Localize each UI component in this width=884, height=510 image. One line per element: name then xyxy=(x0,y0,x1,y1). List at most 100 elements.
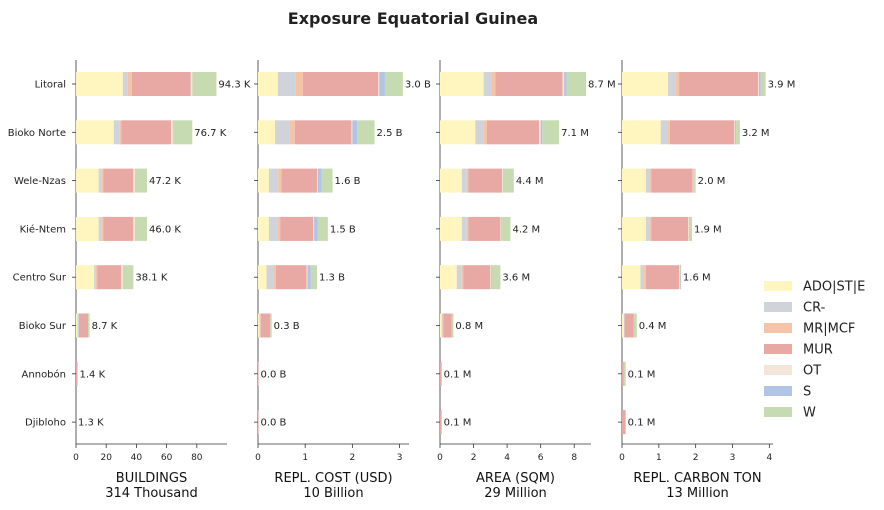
bar-segment-bioko-sur-w xyxy=(270,313,272,338)
bar-segment-annobon-mur xyxy=(258,361,259,386)
bar-total-label: 0.1 M xyxy=(628,369,656,380)
bar-segment-centro-sur-w xyxy=(680,265,682,290)
bar-total-label: 1.3 K xyxy=(78,418,104,429)
bar-segment-litoral-mr-mcf xyxy=(295,72,303,96)
x-tick-label: 0 xyxy=(619,453,625,463)
bar-segment-bioko-sur-mur xyxy=(79,313,89,338)
bar-segment-bioko-norte-mur xyxy=(294,120,352,145)
bar-segment-kie-ntem-w xyxy=(134,216,147,241)
bar-segment-bioko-norte-mr-mcf xyxy=(290,120,295,145)
bar-segment-litoral-cr xyxy=(483,72,493,96)
bar-segment-bioko-sur-w xyxy=(451,313,454,338)
bar-total-label: 76.7 K xyxy=(194,128,226,139)
bar-segment-kie-ntem-ot xyxy=(313,216,315,241)
legend-item-s: S xyxy=(764,385,811,400)
bar-segment-wele-nzas-w xyxy=(694,168,696,193)
bar-total-label: 8.7 K xyxy=(92,321,118,332)
bar-segment-bioko-norte-ot xyxy=(734,120,736,145)
x-tick-label: 0 xyxy=(73,453,79,463)
x-tick-label: 20 xyxy=(100,453,112,463)
bar-segment-wele-nzas-mr-mcf xyxy=(649,168,652,193)
bar-segment-centro-sur-mur xyxy=(275,265,307,290)
bar-segment-litoral-ot xyxy=(190,72,193,96)
bar-total-label: 8.7 M xyxy=(588,80,616,91)
bar-segment-kie-ntem-w xyxy=(502,216,511,241)
bar-segment-litoral-s xyxy=(379,72,385,96)
bar-segment-bioko-sur-mr-mcf xyxy=(442,313,444,338)
bar-segment-litoral-s xyxy=(564,72,567,96)
x-tick-label: 0 xyxy=(437,453,443,463)
panel-area-sqm: 0 2 4 6 8 AREA (SQM)29 Million 8.7 M 7.1 M 4.4 M… xyxy=(436,60,616,501)
bar-segment-litoral-mr-mcf xyxy=(492,72,496,96)
bar-segment-litoral-mur xyxy=(495,72,563,96)
bar-total-label: 94.3 K xyxy=(218,80,250,91)
x-tick-label: 40 xyxy=(131,453,143,463)
bar-segment-bioko-norte-cr xyxy=(113,120,120,145)
bar-segment-centro-sur-mr-mcf xyxy=(644,265,646,290)
bar-segment-centro-sur-ado-st-e xyxy=(440,265,457,290)
bar-segment-litoral-w xyxy=(192,72,217,96)
bar-segment-bioko-norte-mr-mcf xyxy=(119,120,122,145)
bar-segment-wele-nzas-ot xyxy=(502,168,503,193)
bar-segment-bioko-sur-mr-mcf xyxy=(260,313,261,338)
bar-segment-wele-nzas-ot xyxy=(316,168,318,193)
bar-segment-bioko-sur-ado-st-e xyxy=(76,313,78,338)
bar-segment-bioko-norte-ot xyxy=(171,120,173,145)
bar-segment-kie-ntem-s xyxy=(689,216,690,241)
bar-total-label: 1.3 B xyxy=(319,273,345,284)
bar-segment-wele-nzas-s xyxy=(317,168,322,193)
bar-segment-wele-nzas-mur xyxy=(281,168,317,193)
bar-segment-kie-ntem-mr-mcf xyxy=(466,216,469,241)
x-axis-title: AREA (SQM) xyxy=(476,471,555,486)
bar-segment-centro-sur-w xyxy=(310,265,317,290)
bar-segment-bioko-norte-mr-mcf xyxy=(668,120,670,145)
bar-segment-centro-sur-cr xyxy=(456,265,462,290)
bar-segment-kie-ntem-mur xyxy=(103,216,134,241)
bar-segment-bioko-sur-cr xyxy=(259,313,261,338)
bar-segment-kie-ntem-mur xyxy=(468,216,501,241)
bar-segment-wele-nzas-ot xyxy=(133,168,135,193)
bar-segment-centro-sur-s xyxy=(307,265,311,290)
bar-segment-wele-nzas-mur xyxy=(103,168,134,193)
bar-total-label: 1.4 K xyxy=(80,369,106,380)
x-tick-label: 4 xyxy=(766,453,772,463)
x-tick-label: 3 xyxy=(730,453,736,463)
bar-segment-kie-ntem-ado-st-e xyxy=(622,216,646,241)
bar-total-label: 0.3 B xyxy=(274,321,300,332)
bar-segment-wele-nzas-cr xyxy=(461,168,467,193)
bar-segment-bioko-sur-w xyxy=(633,313,637,338)
bar-segment-centro-sur-mr-mcf xyxy=(95,265,98,290)
bar-segment-bioko-norte-cr xyxy=(274,120,291,145)
bar-segment-kie-ntem-ado-st-e xyxy=(258,216,269,241)
bar-segment-bioko-sur-w xyxy=(88,313,90,338)
legend-item-ot: OT xyxy=(764,364,821,379)
bar-total-label: 0.8 M xyxy=(455,321,483,332)
legend-label: MR|MCF xyxy=(803,322,855,337)
bar-total-label: 0.0 B xyxy=(260,418,286,429)
bar-segment-litoral-ot xyxy=(562,72,565,96)
bar-segment-centro-sur-s xyxy=(491,265,493,290)
bar-total-label: 1.9 M xyxy=(694,224,722,235)
bar-segment-centro-sur-ot xyxy=(121,265,123,290)
bar-total-label: 46.0 K xyxy=(149,224,181,235)
bar-segment-bioko-sur-mur xyxy=(260,313,271,338)
bar-segment-wele-nzas-mur xyxy=(651,168,693,193)
legend-swatch xyxy=(764,281,792,291)
bar-segment-centro-sur-mr-mcf xyxy=(273,265,276,290)
bar-segment-litoral-w xyxy=(384,72,403,96)
category-label-kie-ntem: Kié-Ntem xyxy=(20,223,66,235)
legend-swatch xyxy=(764,344,792,354)
bar-segment-kie-ntem-s xyxy=(501,216,503,241)
bar-segment-litoral-cr xyxy=(277,72,296,96)
bar-segment-centro-sur-ado-st-e xyxy=(76,265,95,290)
bar-segment-litoral-mr-mcf xyxy=(127,72,132,96)
bar-segment-wele-nzas-mur xyxy=(468,168,503,193)
bar-segment-wele-nzas-s xyxy=(502,168,504,193)
legend-swatch xyxy=(764,386,792,396)
bar-segment-litoral-s xyxy=(759,72,761,96)
bar-segment-kie-ntem-ot xyxy=(500,216,502,241)
bar-segment-litoral-ado-st-e xyxy=(622,72,669,96)
bar-segment-bioko-norte-ot xyxy=(351,120,353,145)
bar-segment-djibloho-mur xyxy=(622,410,626,435)
